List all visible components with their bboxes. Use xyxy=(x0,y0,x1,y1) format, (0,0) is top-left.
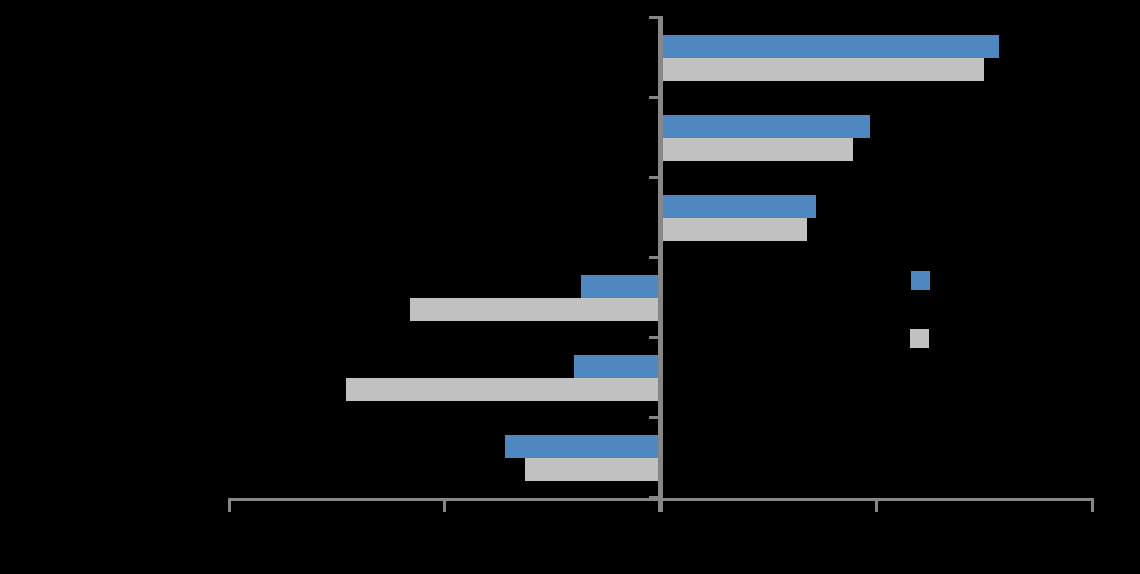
bar-blue-category-1 xyxy=(660,35,1000,58)
x-axis-tick xyxy=(443,499,447,512)
y-axis-tick xyxy=(649,16,660,19)
legend-swatch-blue xyxy=(911,271,930,290)
y-axis-tick xyxy=(649,336,660,339)
bar-gray-category-4 xyxy=(410,298,661,321)
x-axis-tick xyxy=(1090,499,1094,512)
x-axis-tick xyxy=(659,499,662,512)
y-axis-tick xyxy=(649,176,660,179)
bar-gray-category-2 xyxy=(660,138,853,161)
y-axis-tick xyxy=(649,256,660,259)
bar-gray-category-3 xyxy=(660,218,808,241)
bar-blue-category-6 xyxy=(505,435,661,458)
x-axis-tick xyxy=(227,499,231,512)
y-axis-tick xyxy=(649,96,660,99)
x-axis-tick xyxy=(874,499,878,512)
bar-blue-category-2 xyxy=(660,115,870,138)
bar-blue-category-3 xyxy=(660,195,816,218)
y-axis-tick xyxy=(649,496,660,499)
bar-blue-category-5 xyxy=(574,355,661,378)
bar-blue-category-4 xyxy=(580,275,661,298)
bar-gray-category-5 xyxy=(345,378,661,401)
y-axis-tick xyxy=(649,416,660,419)
legend-swatch-gray xyxy=(910,329,929,348)
bar-gray-category-6 xyxy=(524,458,661,481)
y-axis-line xyxy=(658,16,663,512)
bar-gray-category-1 xyxy=(660,58,985,81)
